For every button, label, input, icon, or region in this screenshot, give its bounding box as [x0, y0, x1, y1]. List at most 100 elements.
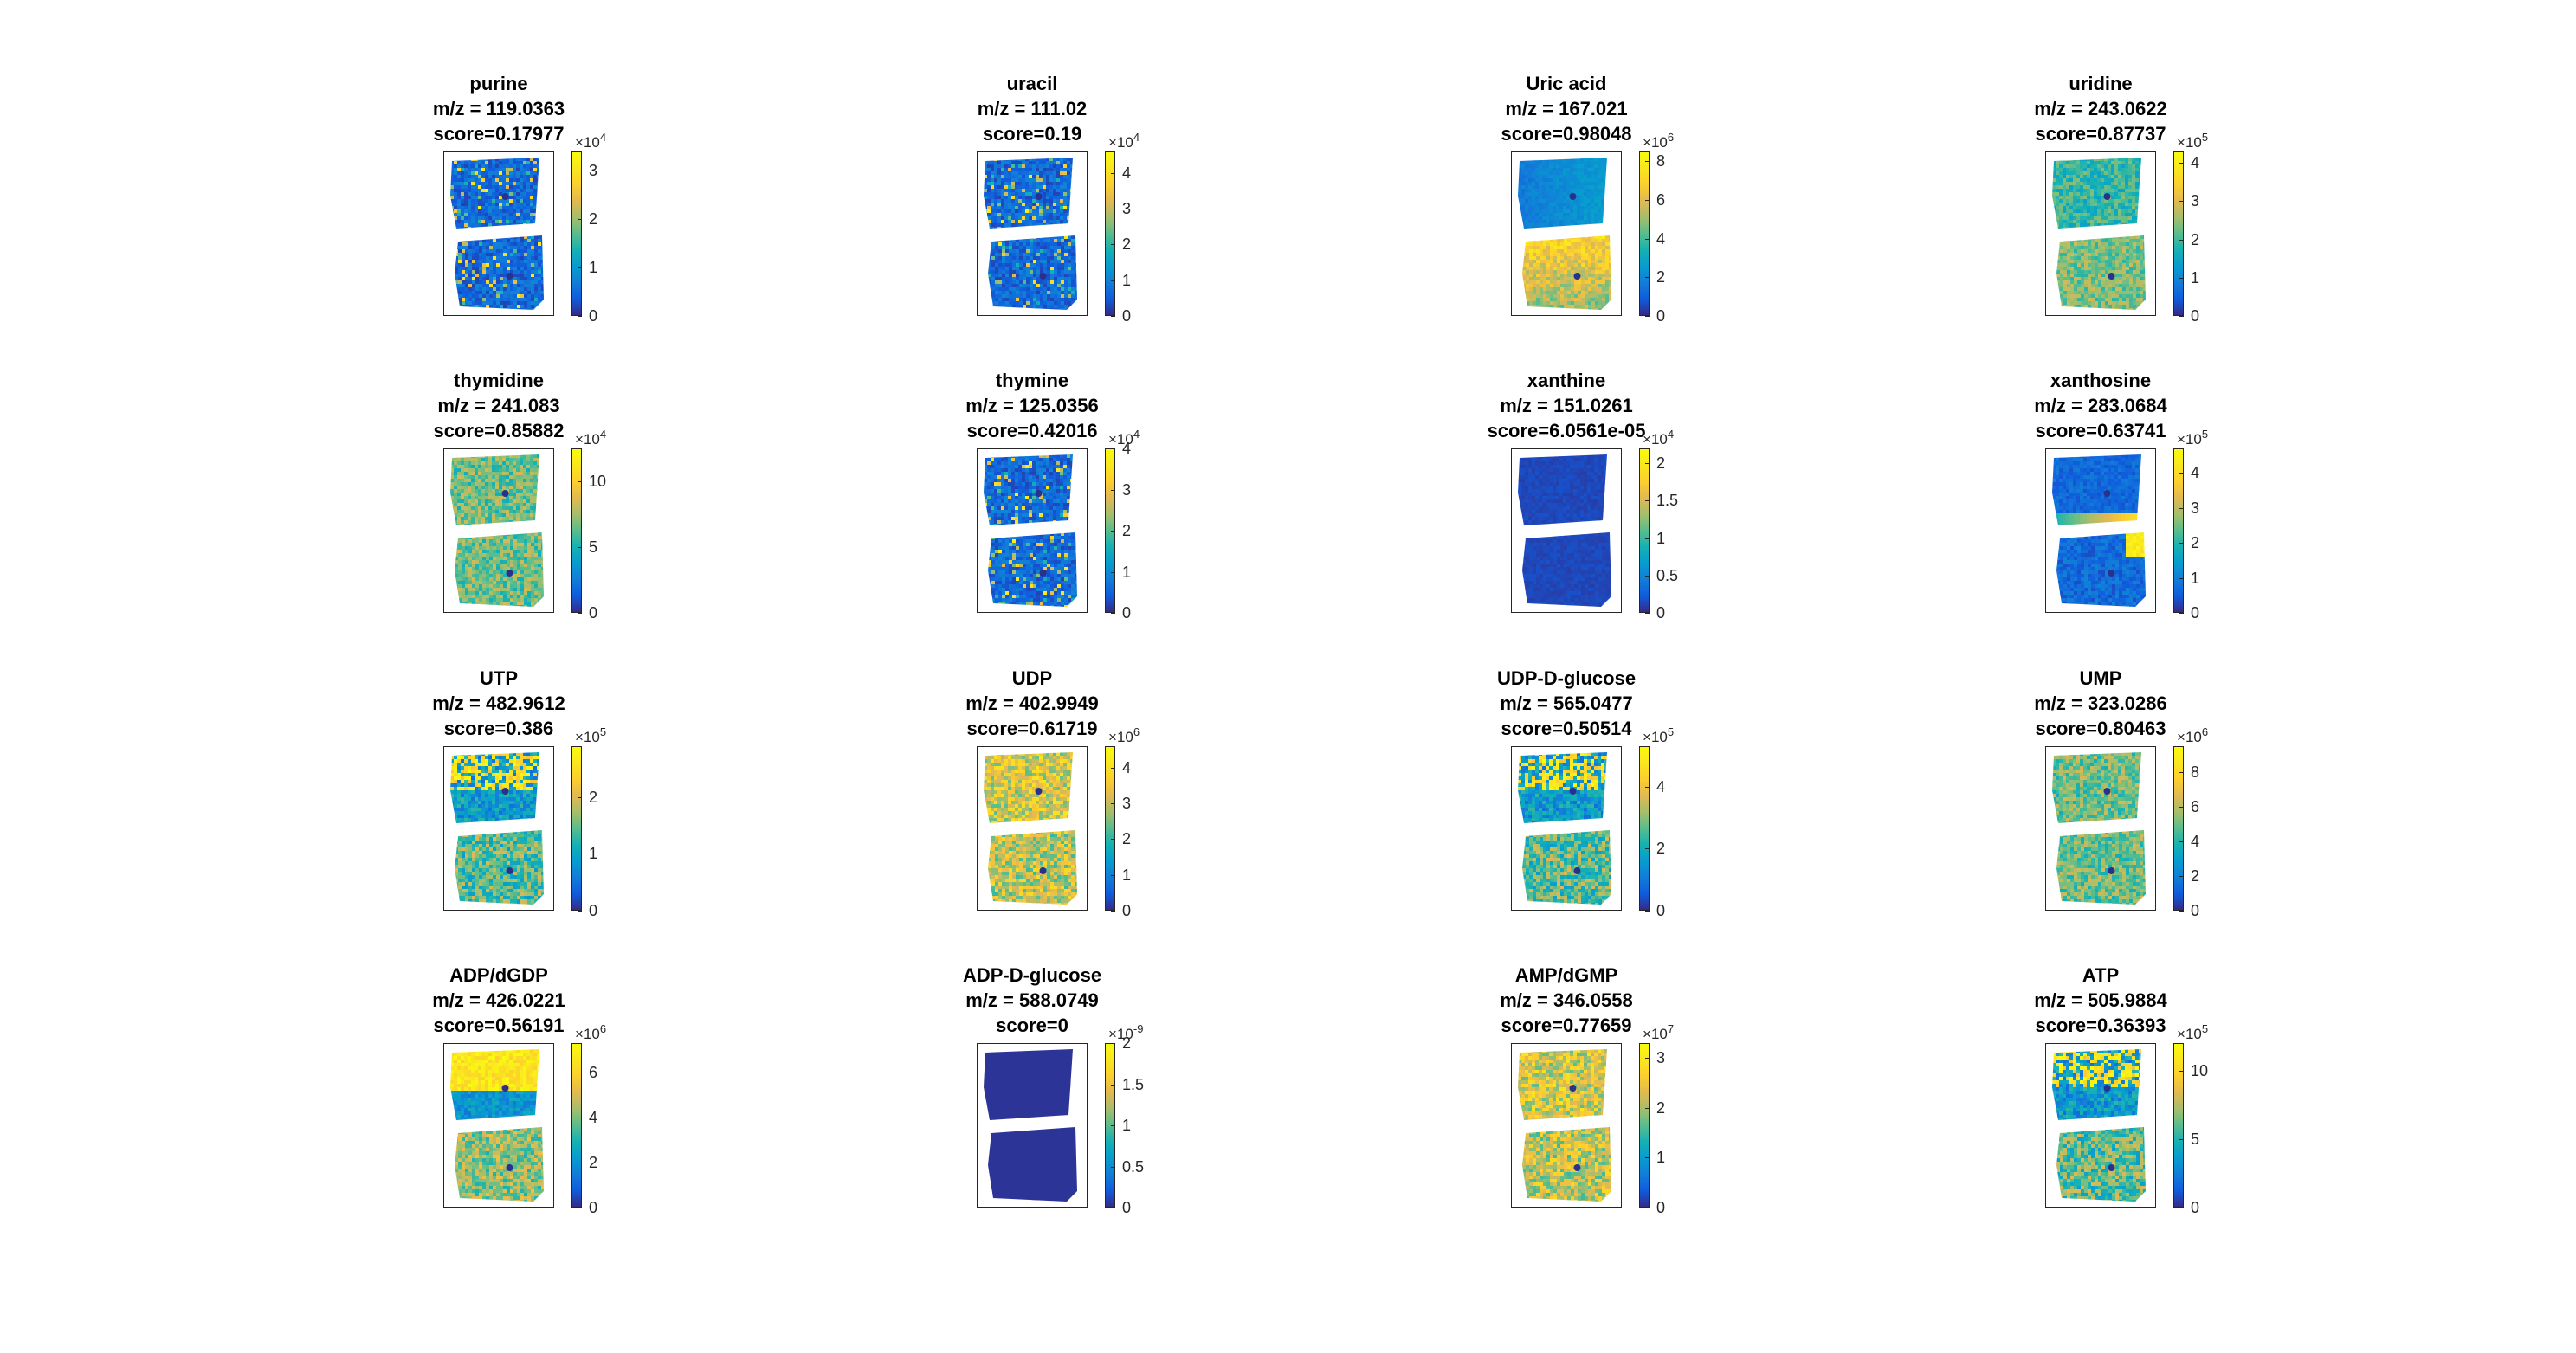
tissue-section-bottom: [1522, 1127, 1611, 1202]
colorbar-tick-label: 0: [1656, 604, 1666, 622]
colorbar-tick-label: 0: [1122, 307, 1132, 325]
colorbar-tick-label: 1: [1656, 529, 1666, 547]
compound-name: UTP: [480, 667, 518, 689]
colorbar-exponent: ×106: [2177, 725, 2209, 745]
colorbar-tick-label: 0: [589, 307, 598, 325]
mz-label: m/z = 151.0261: [1500, 395, 1633, 416]
ion-image: [977, 151, 1088, 316]
colorbar-tick-label: 0: [1656, 1199, 1666, 1216]
panel-title: UMP m/z = 323.0286 score=0.80463: [1993, 666, 2208, 741]
colorbar-exponent: ×105: [575, 725, 607, 745]
colorbar-tick-mark: [1645, 199, 1650, 201]
colorbar-tick-label: 3: [1122, 200, 1132, 218]
colorbar-tick-label: 0: [1122, 604, 1132, 622]
ion-image: [443, 151, 554, 316]
colorbar-tick-mark: [1645, 613, 1650, 614]
ion-image: [1511, 448, 1622, 613]
colorbar-tick-label: 3: [1656, 1049, 1666, 1067]
compound-name: xanthine: [1527, 370, 1606, 391]
colorbar-exponent: ×105: [1643, 725, 1675, 745]
ion-image: [977, 448, 1088, 613]
mz-label: m/z = 125.0356: [965, 395, 1099, 416]
ion-image: [443, 746, 554, 911]
panel-title: ADP-D-glucose m/z = 588.0749 score=0: [925, 963, 1140, 1038]
colorbar-tick-label: 0: [2191, 902, 2200, 919]
colorbar-tick-mark: [2179, 577, 2184, 579]
colorbar-tick-label: 2: [1656, 268, 1666, 287]
tissue-section-bottom: [988, 235, 1077, 310]
score-label: score=0.36393: [2035, 1015, 2166, 1036]
colorbar-tick-mark: [2179, 1138, 2184, 1140]
colorbar-tick-label: 4: [589, 1108, 598, 1126]
colorbar-exponent: ×104: [1108, 428, 1140, 448]
panel-title: Uric acid m/z = 167.021 score=0.98048: [1459, 71, 1674, 146]
colorbar-tick-label: 4: [2191, 154, 2200, 172]
panel-title: purine m/z = 119.0363 score=0.17977: [391, 71, 606, 146]
colorbar-exponent: ×107: [1643, 1022, 1675, 1042]
ion-image: [1511, 1043, 1622, 1208]
colorbar-tick-mark: [2179, 239, 2184, 241]
colorbar-tick-label: 0: [1656, 902, 1666, 919]
compound-name: AMP/dGMP: [1514, 964, 1618, 986]
colorbar-tick-label: 5: [2191, 1130, 2200, 1148]
colorbar-tick-mark: [1111, 531, 1115, 532]
compound-name: ATP: [2082, 964, 2120, 986]
colorbar-exponent: ×105: [2177, 131, 2209, 151]
colorbar-tick-label: 0: [2191, 1199, 2200, 1216]
tissue-section-top: [450, 752, 539, 823]
colorbar-tick-label: 4: [1656, 229, 1666, 248]
colorbar-tick-label: 0: [589, 604, 598, 622]
colorbar-tick-mark: [1111, 839, 1115, 841]
tissue-section-top: [984, 158, 1073, 229]
colorbar-exponent: ×10-9: [1108, 1022, 1144, 1042]
score-label: score=0.98048: [1501, 123, 1632, 145]
score-label: score=0.63741: [2035, 420, 2166, 441]
tissue-section-bottom: [988, 532, 1077, 607]
tissue-section-top: [450, 454, 539, 525]
mz-label: m/z = 565.0477: [1500, 693, 1633, 714]
tissue-section-bottom: [2056, 830, 2146, 905]
colorbar-tick-label: 3: [589, 162, 598, 180]
colorbar-tick-label: 1: [2191, 569, 2200, 587]
colorbar-tick-label: 2: [1656, 1099, 1666, 1117]
colorbar: [1639, 746, 1650, 911]
compound-name: ADP-D-glucose: [962, 964, 1102, 986]
colorbar-tick-mark: [2179, 911, 2184, 912]
tissue-section-bottom: [1522, 235, 1611, 310]
colorbar-tick-mark: [1645, 848, 1650, 850]
colorbar: [2173, 151, 2184, 316]
colorbar-tick-label: 1: [1122, 563, 1132, 581]
colorbar-tick-mark: [1111, 803, 1115, 805]
colorbar-tick-mark: [1111, 571, 1115, 573]
tissue-section-bottom: [2056, 532, 2146, 607]
ion-image: [443, 1043, 554, 1208]
colorbar-tick-label: 2: [1122, 1034, 1132, 1052]
ion-image: [2045, 448, 2156, 613]
compound-name: thymidine: [454, 370, 544, 391]
score-label: score=0.19: [982, 123, 1082, 145]
colorbar-tick-mark: [1645, 575, 1650, 577]
colorbar-tick-label: 0: [1122, 1199, 1132, 1216]
colorbar-tick-mark: [1111, 1043, 1115, 1044]
tissue-section-top: [984, 752, 1073, 823]
colorbar-tick-label: 0: [1122, 902, 1132, 919]
mz-label: m/z = 243.0622: [2034, 98, 2167, 119]
ion-image: [1511, 746, 1622, 911]
colorbar-tick-label: 10: [2191, 1061, 2209, 1079]
panel-title: ATP m/z = 505.9884 score=0.36393: [1993, 963, 2208, 1038]
colorbar-tick-label: 0.5: [1122, 1157, 1145, 1176]
tissue-section-top: [984, 1049, 1073, 1120]
colorbar: [2173, 1043, 2184, 1208]
panel-title: AMP/dGMP m/z = 346.0558 score=0.77659: [1459, 963, 1674, 1038]
colorbar-tick-label: 3: [1122, 480, 1132, 499]
colorbar: [2173, 746, 2184, 911]
tissue-section-bottom: [455, 1127, 544, 1202]
tissue-section-bottom: [2056, 235, 2146, 310]
colorbar-tick-label: 0: [589, 902, 598, 919]
colorbar-tick-label: 2: [2191, 534, 2200, 552]
colorbar-tick-label: 1.5: [1656, 492, 1679, 510]
colorbar-tick-label: 1: [589, 259, 598, 277]
tissue-section-bottom: [455, 235, 544, 310]
colorbar-tick-label: 2: [1656, 840, 1666, 858]
